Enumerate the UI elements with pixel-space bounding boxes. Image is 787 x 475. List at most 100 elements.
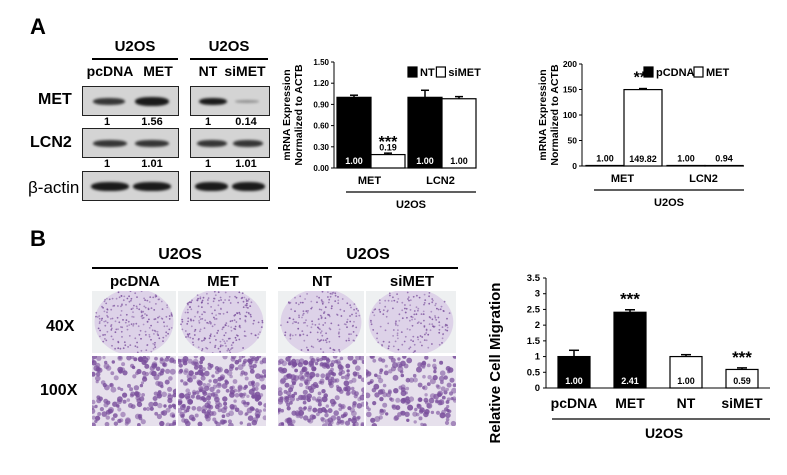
cell [181, 403, 186, 408]
y-tick-label: 0.5 [527, 367, 541, 378]
cell [106, 308, 109, 311]
cell [92, 399, 96, 405]
cell [316, 331, 319, 334]
cell [203, 327, 206, 329]
stain-texture [278, 356, 364, 426]
cell [294, 368, 298, 373]
cell [178, 392, 185, 399]
cell [386, 310, 389, 313]
data-label: 1.00 [677, 153, 695, 163]
cell [278, 387, 283, 392]
cell [422, 310, 425, 313]
cell [110, 371, 115, 376]
cell [214, 309, 216, 312]
cell [405, 396, 410, 401]
cell [184, 330, 187, 332]
cell [248, 388, 255, 395]
cell [235, 321, 238, 323]
cell [405, 386, 410, 391]
cell [355, 326, 358, 329]
cell [306, 334, 309, 337]
cell [181, 320, 184, 323]
cell [310, 326, 313, 329]
cell [233, 399, 237, 403]
cell [98, 315, 101, 317]
cell [242, 401, 247, 405]
cell [333, 410, 339, 416]
cell [424, 408, 430, 415]
cell [291, 393, 295, 398]
cell [214, 346, 216, 349]
cell [110, 327, 113, 330]
cell [229, 337, 231, 340]
legend-swatch [693, 66, 704, 78]
cell [438, 399, 445, 406]
cell [306, 293, 308, 295]
cell [327, 291, 329, 293]
cell [97, 367, 103, 373]
cell [379, 408, 384, 413]
cell [125, 303, 127, 306]
cell [299, 295, 302, 298]
bar-pcdna-lcn2 [666, 164, 706, 167]
cell [142, 316, 145, 319]
cell [196, 406, 202, 412]
cell [203, 385, 210, 391]
cell [219, 296, 222, 299]
y-tick-label: 50 [568, 136, 578, 146]
cell [163, 325, 166, 328]
cell [320, 380, 325, 385]
cell [278, 409, 281, 413]
cell [305, 371, 310, 375]
cell [348, 333, 350, 336]
cell [303, 406, 307, 410]
cell [419, 407, 425, 413]
cell [388, 341, 391, 343]
cell [199, 387, 204, 392]
cell [128, 324, 131, 326]
cell [291, 361, 296, 366]
cell [406, 291, 409, 294]
cell [103, 300, 106, 303]
well-membrane [280, 291, 362, 353]
cell [329, 347, 332, 349]
cell [329, 398, 336, 405]
cell [448, 409, 452, 413]
cell [116, 404, 120, 408]
cell [379, 368, 384, 373]
cell [384, 305, 387, 308]
cell [438, 375, 445, 382]
cell [238, 325, 241, 328]
cell [317, 327, 320, 330]
blot-actin-right [190, 171, 270, 201]
cell [242, 347, 244, 349]
cell [361, 387, 364, 393]
cell [215, 369, 220, 375]
cell [117, 396, 123, 403]
cell [286, 321, 289, 324]
cell [394, 415, 400, 421]
cell [301, 314, 304, 316]
cell [259, 331, 261, 334]
cell [130, 297, 133, 300]
cell [117, 418, 122, 424]
cell [260, 384, 266, 390]
cell [207, 362, 211, 367]
cell [246, 302, 248, 305]
cell [412, 377, 418, 383]
cell [129, 387, 134, 392]
cell [328, 369, 333, 375]
cell [238, 291, 241, 294]
cell [400, 390, 407, 397]
cell [234, 325, 237, 328]
cell [120, 330, 123, 333]
cell [405, 307, 408, 310]
cell [423, 293, 426, 296]
cell [211, 312, 214, 315]
cell [355, 315, 358, 317]
cell [302, 322, 305, 324]
cell [338, 350, 341, 353]
cell [255, 373, 261, 379]
cell [188, 333, 191, 335]
cell [414, 407, 418, 412]
